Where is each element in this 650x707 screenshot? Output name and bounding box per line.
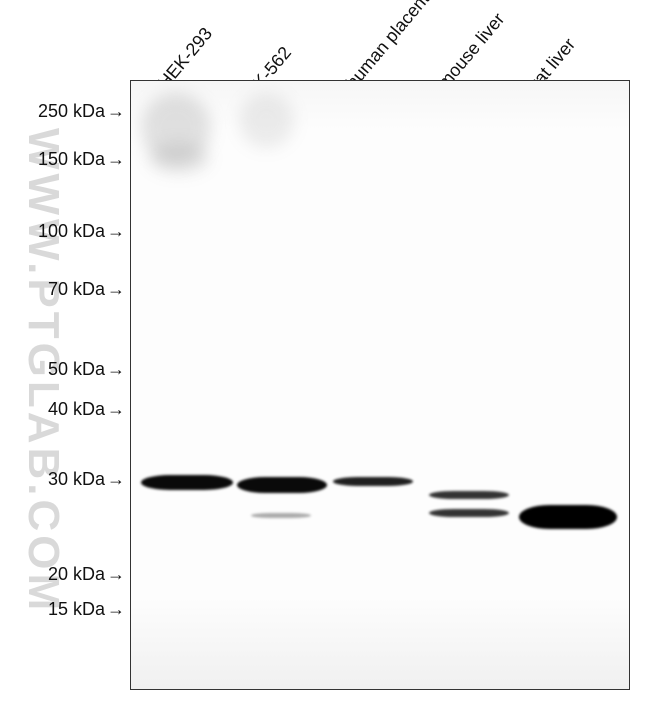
marker-text: 150 kDa (38, 149, 105, 169)
marker-label: 40 kDa→ (48, 399, 125, 420)
arrow-icon: → (107, 599, 125, 619)
marker-label: 30 kDa→ (48, 469, 125, 490)
blot-band (237, 477, 327, 493)
arrow-icon: → (107, 469, 125, 489)
arrow-icon: → (107, 564, 125, 584)
blot-band (333, 477, 413, 486)
marker-label: 70 kDa→ (48, 279, 125, 300)
marker-label: 100 kDa→ (38, 221, 125, 242)
arrow-icon: → (107, 149, 125, 169)
blot-band (429, 509, 509, 517)
arrow-icon: → (107, 359, 125, 379)
marker-text: 15 kDa (48, 599, 105, 619)
blot-band (251, 513, 311, 518)
arrow-icon: → (107, 279, 125, 299)
smudge (149, 143, 209, 173)
marker-label: 50 kDa→ (48, 359, 125, 380)
marker-label: 20 kDa→ (48, 564, 125, 585)
marker-text: 100 kDa (38, 221, 105, 241)
blot-band (141, 475, 233, 490)
marker-text: 20 kDa (48, 564, 105, 584)
blot-band (519, 505, 617, 529)
marker-label: 15 kDa→ (48, 599, 125, 620)
marker-text: 70 kDa (48, 279, 105, 299)
marker-label: 150 kDa→ (38, 149, 125, 170)
arrow-icon: → (107, 399, 125, 419)
smudge (239, 93, 294, 148)
arrow-icon: → (107, 221, 125, 241)
marker-text: 50 kDa (48, 359, 105, 379)
marker-label: 250 kDa→ (38, 101, 125, 122)
arrow-icon: → (107, 101, 125, 121)
marker-text: 30 kDa (48, 469, 105, 489)
blot-background (131, 81, 629, 689)
marker-text: 250 kDa (38, 101, 105, 121)
marker-text: 40 kDa (48, 399, 105, 419)
blot-band (429, 491, 509, 499)
blot-membrane (130, 80, 630, 690)
